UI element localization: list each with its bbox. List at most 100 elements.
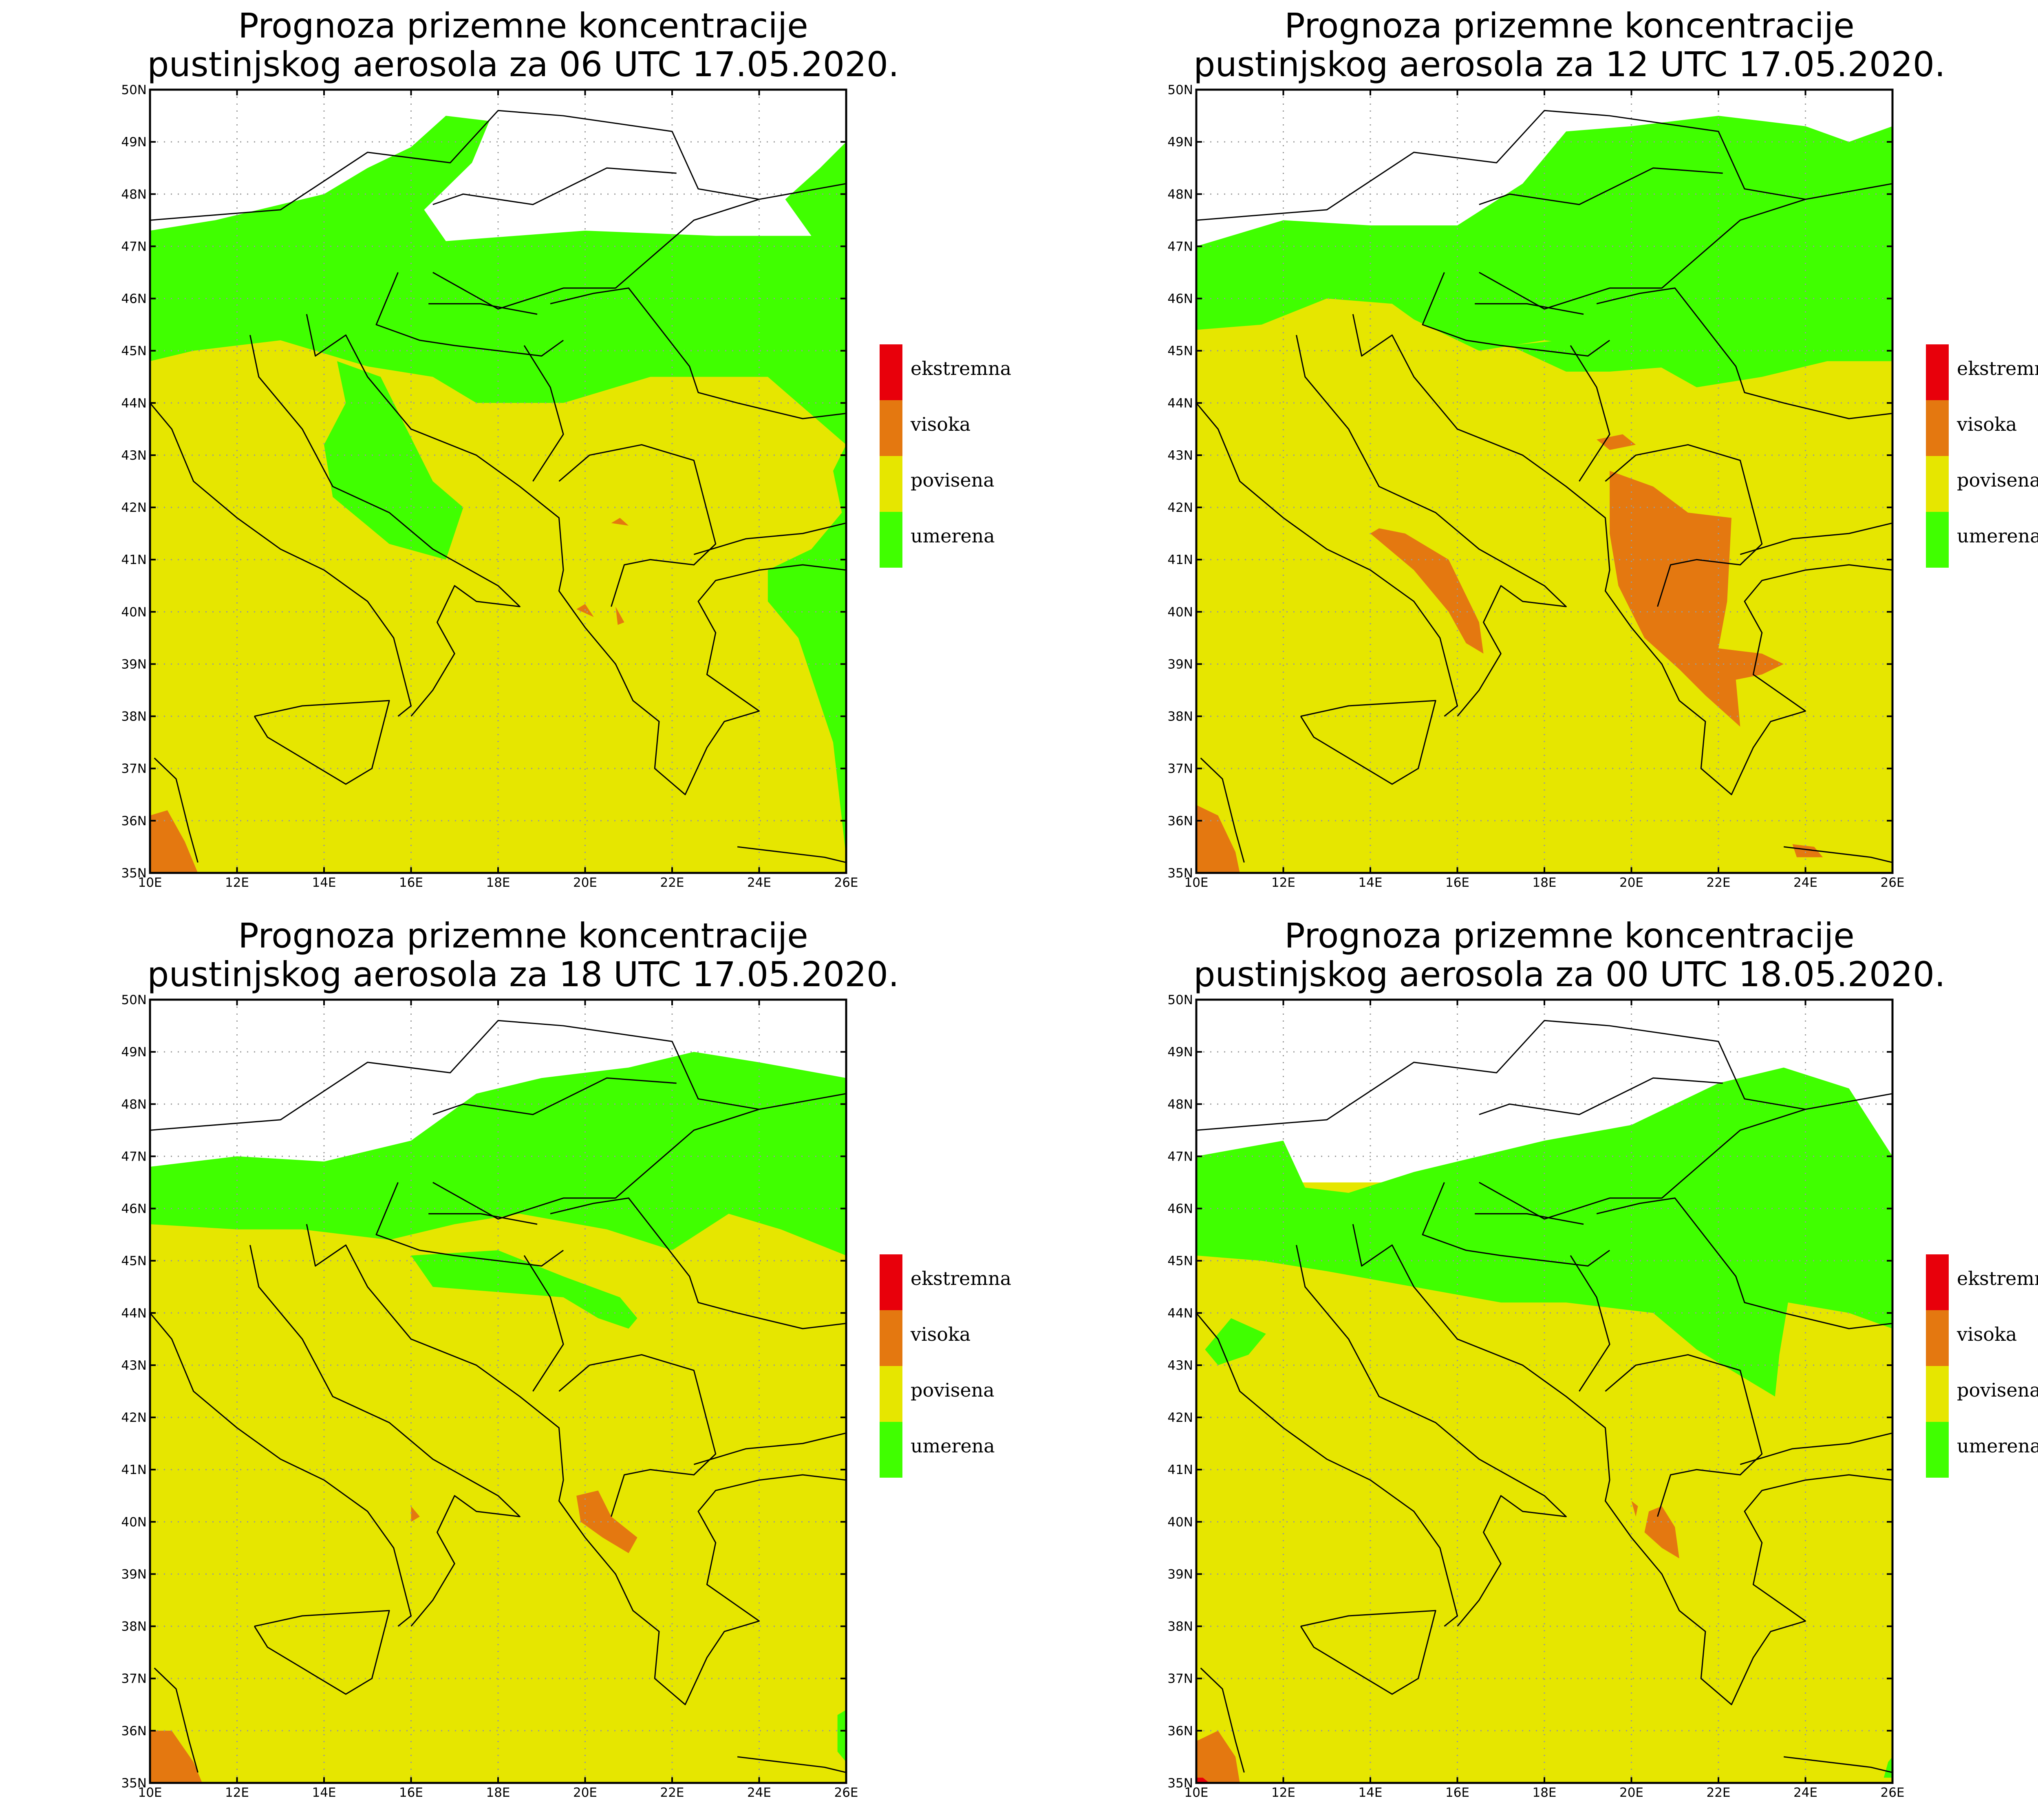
lat-tick-label: 43N [1167,448,1193,463]
map-layers [150,90,846,873]
lat-tick-label: 35N [121,866,147,881]
lat-tick-label: 48N [121,187,147,202]
coastline [375,1182,564,1267]
lat-tick-label: 38N [1167,1619,1193,1634]
coastline [1352,1224,1892,1705]
legend-label: umerena [911,1435,995,1457]
lat-tick-label: 42N [1167,1410,1193,1425]
coastline [432,1108,759,1220]
visoka-region [1370,528,1484,654]
legend: ekstremna visoka povisena umerena [880,1254,1011,1478]
lat-tick-label: 46N [121,292,147,306]
coastline [375,272,564,357]
lat-tick-label: 37N [1167,1672,1193,1686]
lat-tick-label: 47N [1167,239,1193,254]
lat-tick-label: 45N [121,344,147,359]
visoka-region [611,518,629,526]
legend: ekstremna visoka povisena umerena [1926,1254,2038,1478]
coastline [1200,758,1245,863]
lon-tick-label: 14E [1358,875,1382,890]
coastline [1570,345,1610,482]
coastline [1296,335,1567,717]
legend-swatch [1926,1422,1949,1478]
coastline [1570,1255,1610,1392]
lat-tick-label: 36N [1167,1724,1193,1738]
legend-label: ekstremna [1957,1267,2038,1289]
legend-label: povisena [1957,469,2038,491]
legend-swatch [1926,456,1949,512]
coastline [150,402,412,717]
lat-tick-label: 39N [1167,1567,1193,1582]
lat-tick-label: 37N [121,762,147,776]
coastline [432,1077,677,1115]
lat-tick-label: 42N [1167,500,1193,515]
coastline [737,846,846,863]
forecast-panel-1: Prognoza prizemne koncentracije pustinjs… [0,0,1046,910]
coastline [249,1245,521,1627]
coastline [1300,700,1436,785]
coastline [523,1255,564,1392]
lat-tick-label: 39N [121,657,147,672]
lon-tick-label: 16E [399,1785,423,1800]
lat-tick-label: 46N [1167,1202,1193,1216]
coastline [150,110,846,221]
legend-label: umerena [1957,525,2038,547]
visoka-region [615,606,624,625]
lat-tick-label: 46N [1167,292,1193,306]
lat-tick-label: 46N [121,1202,147,1216]
lat-tick-label: 40N [121,1515,147,1529]
visoka-region [576,1490,637,1553]
lat-tick-label: 44N [1167,396,1193,411]
legend-swatch [1926,1366,1949,1422]
lon-tick-label: 12E [225,875,249,890]
lon-tick-label: 12E [1271,875,1295,890]
lat-tick-label: 42N [121,1410,147,1425]
lat-tick-label: 35N [1167,866,1193,881]
legend-label: povisena [911,469,995,491]
lon-tick-label: 10E [1184,1785,1208,1800]
visoka-region [1196,805,1240,873]
legend-swatch [880,456,902,512]
panel-title-line2: pustinjskog aerosola za 18 UTC 17.05.202… [147,954,899,994]
lat-tick-label: 41N [121,553,147,567]
coastline [1740,1432,1892,1465]
legend: ekstremna visoka povisena umerena [1926,344,2038,568]
coastline [693,1432,846,1465]
legend-swatch [1926,1310,1949,1366]
legend-label: visoka [910,1323,970,1345]
lon-tick-label: 20E [1619,1785,1643,1800]
coastline [432,167,677,205]
legend-label: ekstremna [1957,357,2038,379]
coastline [1596,1197,1892,1329]
legend-swatch [880,344,902,400]
lon-tick-label: 20E [573,1785,597,1800]
coastline [150,1020,846,1131]
panel-title-line1: Prognoza prizemne koncentracije [238,916,808,956]
coastline [1196,402,1458,717]
lat-tick-label: 43N [121,448,147,463]
lat-tick-label: 50N [1167,993,1193,1007]
lat-tick-label: 40N [1167,605,1193,619]
coastline [428,1213,538,1225]
coastline [154,1668,199,1773]
lat-tick-label: 48N [1167,187,1193,202]
panel-title-line2: pustinjskog aerosola za 12 UTC 17.05.202… [1193,44,1945,84]
coastline [1475,303,1584,315]
lat-tick-label: 49N [1167,135,1193,150]
legend-swatch [880,512,902,568]
lat-tick-label: 39N [1167,657,1193,672]
visoka-region [150,1730,203,1783]
lon-tick-label: 14E [1358,1785,1382,1800]
coastline [432,198,759,310]
lat-tick-label: 43N [1167,1358,1193,1373]
lon-tick-label: 12E [225,1785,249,1800]
coastline [550,287,846,419]
forecast-panel-4: Prognoza prizemne koncentracije pustinjs… [1046,910,2038,1820]
lat-tick-label: 44N [1167,1306,1193,1321]
map-layers [1196,1000,1892,1783]
coastline [1196,110,1892,221]
legend-swatch [1926,400,1949,456]
lat-tick-label: 42N [121,500,147,515]
lon-tick-label: 22E [660,1785,684,1800]
lat-tick-label: 39N [121,1567,147,1582]
